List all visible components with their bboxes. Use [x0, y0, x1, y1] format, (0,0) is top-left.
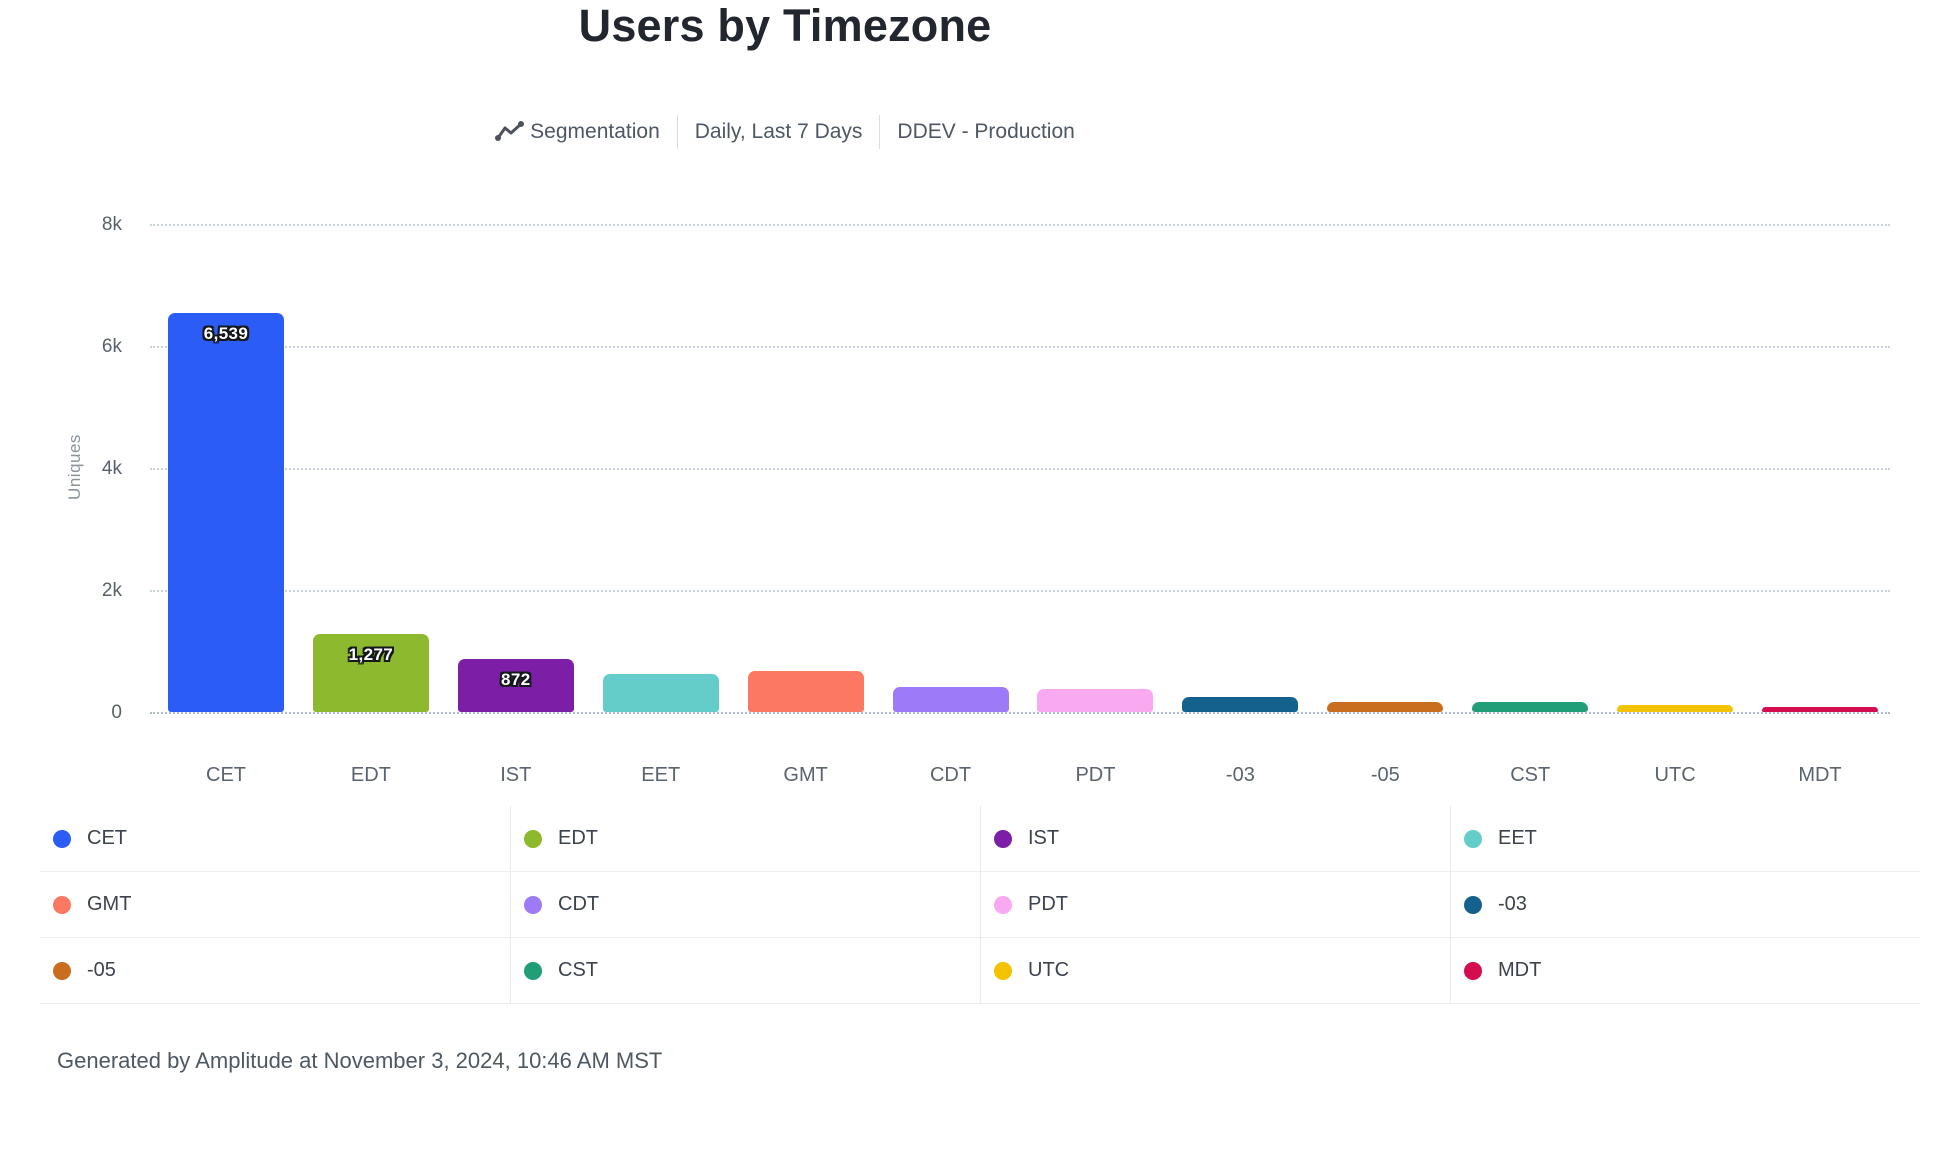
legend-item-IST[interactable]: IST [980, 806, 1450, 872]
legend-label: IST [1028, 827, 1060, 849]
legend-label: CET [87, 827, 127, 849]
bar--03[interactable] [1182, 697, 1299, 712]
y-tick-label: 8k [101, 214, 122, 235]
legend-item-PDT[interactable]: PDT [980, 872, 1450, 938]
bar-value-label: 6,539 [203, 324, 249, 344]
gridline-0 [150, 712, 1890, 714]
legend-item-CET[interactable]: CET [40, 806, 510, 872]
gridline-6k [150, 346, 1890, 348]
bar-value-label: 872 [501, 669, 531, 689]
legend-swatch [1464, 829, 1482, 848]
legend-item-MDT[interactable]: MDT [1450, 938, 1920, 1004]
legend-label: -03 [1498, 893, 1527, 915]
x-tick-label-GMT: GMT [783, 764, 828, 786]
y-tick-label: 2k [101, 580, 122, 601]
project-label: DDEV - Production [897, 120, 1075, 143]
legend-item-UTC[interactable]: UTC [980, 938, 1450, 1004]
bar-CDT[interactable] [892, 686, 1009, 712]
x-tick-label-UTC: UTC [1654, 764, 1696, 786]
bar-CST[interactable] [1472, 701, 1589, 712]
chart-meta-row: Segmentation Daily, Last 7 Days DDEV - P… [0, 110, 1570, 154]
bar-CET[interactable] [168, 313, 284, 712]
legend-item-CDT[interactable]: CDT [510, 872, 980, 938]
bar-EDT[interactable] [312, 634, 429, 712]
legend-label: GMT [87, 893, 132, 915]
x-tick-label-MDT: MDT [1798, 764, 1842, 786]
legend-swatch [1464, 895, 1482, 914]
x-tick-label-CDT: CDT [929, 764, 972, 786]
bar-MDT[interactable] [1762, 706, 1878, 712]
meta-divider [879, 115, 881, 149]
gridline-8k [150, 224, 1890, 226]
bar-GMT[interactable] [747, 671, 864, 712]
legend-swatch [524, 961, 542, 980]
y-axis-title: Uniques [65, 434, 84, 500]
chart-header: Users by Timezone [0, 0, 1570, 52]
legend-swatch [53, 961, 71, 980]
legend-swatch [994, 961, 1012, 980]
y-tick-label: 6k [101, 336, 122, 357]
bar-value-label: 1,277 [348, 645, 394, 665]
legend-label: CST [558, 959, 598, 981]
legend-swatch [524, 895, 542, 914]
legend-swatch [994, 895, 1012, 914]
x-tick-label-IST: IST [500, 764, 532, 786]
legend-label: EDT [558, 827, 598, 849]
x-tick-label-PDT: PDT [1075, 764, 1116, 786]
bar-UTC[interactable] [1617, 704, 1734, 712]
legend-label: PDT [1028, 893, 1068, 915]
gridline-4k [150, 468, 1890, 470]
y-tick-label: 4k [101, 458, 122, 479]
bar--05[interactable] [1327, 701, 1444, 712]
legend-item--05[interactable]: -05 [40, 938, 510, 1004]
x-tick-label-CST: CST [1510, 764, 1551, 786]
x-tick-label-EET: EET [641, 764, 681, 786]
legend-label: EET [1498, 827, 1537, 849]
legend-label: -05 [87, 959, 116, 981]
generated-by-note: Generated by Amplitude at November 3, 20… [57, 1048, 663, 1073]
x-tick-label--03: -03 [1225, 764, 1255, 786]
gridline-2k [150, 590, 1890, 592]
legend-label: MDT [1498, 959, 1542, 981]
legend-swatch [524, 829, 542, 848]
chart-type-label: Segmentation [530, 120, 660, 143]
legend-item--03[interactable]: -03 [1450, 872, 1920, 938]
chart-legend: CET EDT IST EET GMT CDT PDT -03 -05 CST UTC MDT [40, 806, 1920, 1004]
legend-item-CST[interactable]: CST [510, 938, 980, 1004]
legend-item-GMT[interactable]: GMT [40, 872, 510, 938]
chart-type: Segmentation [495, 120, 660, 144]
bar-IST[interactable] [457, 658, 574, 712]
legend-item-EET[interactable]: EET [1450, 806, 1920, 872]
x-tick-label--05: -05 [1370, 764, 1400, 786]
x-tick-label-CET: CET [206, 764, 246, 786]
legend-item-EDT[interactable]: EDT [510, 806, 980, 872]
legend-swatch [994, 829, 1012, 848]
legend-label: UTC [1028, 959, 1070, 981]
meta-divider [676, 115, 678, 149]
bar-EET[interactable] [602, 674, 719, 712]
legend-label: CDT [558, 893, 600, 915]
bar-PDT[interactable] [1037, 689, 1154, 712]
legend-swatch [53, 829, 71, 848]
legend-swatch [53, 895, 71, 914]
legend-swatch [1464, 961, 1482, 980]
date-range-label: Daily, Last 7 Days [694, 120, 863, 143]
page-title: Users by Timezone [578, 0, 992, 51]
y-tick-label: 0 [111, 702, 122, 723]
segmentation-icon [495, 121, 525, 143]
x-tick-label-EDT: EDT [350, 764, 391, 786]
